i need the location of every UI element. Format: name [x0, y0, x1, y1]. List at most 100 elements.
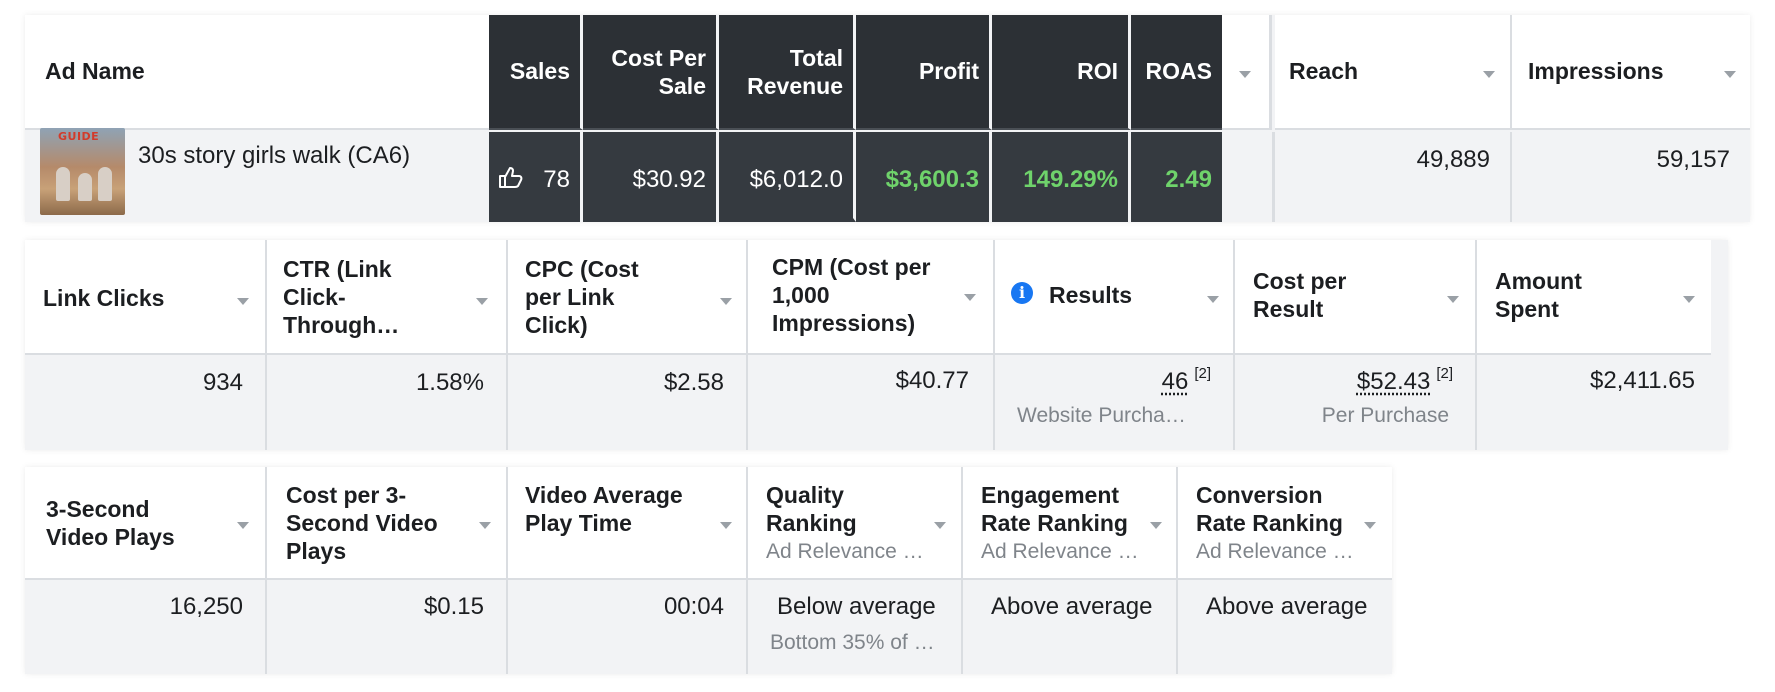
cell-quality-ranking: Below average Bottom 35% of … — [748, 580, 963, 674]
column-header-ctr[interactable]: CTR (Link Click-Through… — [267, 240, 508, 355]
column-header-cost-per-3-second-video-plays[interactable]: Cost per 3-Second Video Plays — [267, 467, 508, 580]
cell-amount-spent: $2,411.65 — [1477, 355, 1711, 450]
chevron-down-icon[interactable] — [237, 522, 249, 529]
chevron-down-icon[interactable] — [1724, 71, 1736, 78]
column-header-label: CTR (Link Click-Through… — [283, 256, 400, 338]
info-icon[interactable]: i — [1011, 282, 1033, 304]
column-header-video-average-play-time[interactable]: Video Average Play Time — [508, 467, 748, 580]
column-header-label: Quality Ranking — [766, 482, 857, 536]
chevron-down-icon[interactable] — [476, 298, 488, 305]
column-header-label: Total Revenue — [747, 45, 843, 99]
chevron-down-icon[interactable] — [1683, 296, 1695, 303]
ad-name-link[interactable]: 30s story girls walk (CA6) — [138, 142, 411, 169]
engagement-ranking-value: Above average — [991, 593, 1153, 620]
column-header-label: CPM (Cost per 1,000 Impressions) — [772, 254, 931, 336]
column-header-subtext: Ad Relevance … — [1196, 540, 1354, 563]
results-subtext: Website Purcha… — [1017, 404, 1186, 427]
column-header-label: Ad Name — [45, 58, 145, 84]
chevron-down-icon[interactable] — [1447, 296, 1459, 303]
cell-3-second-video-plays: 16,250 — [25, 580, 267, 674]
cell-sales: 78 — [489, 132, 583, 222]
cell-total-revenue: $6,012.0 — [719, 132, 856, 222]
column-header-label: Amount Spent — [1495, 268, 1582, 322]
cell-conversion-rate-ranking: Above average — [1178, 580, 1392, 674]
results-number[interactable]: 46 — [1161, 368, 1189, 395]
column-header-impressions[interactable]: Impressions — [1512, 15, 1750, 130]
column-header-label: 3-Second Video Plays — [46, 496, 175, 550]
chevron-down-icon[interactable] — [934, 522, 946, 529]
chevron-down-icon[interactable] — [1483, 71, 1495, 78]
cpm-value: $40.77 — [895, 367, 969, 394]
column-header-roas-menu[interactable] — [1222, 15, 1272, 130]
column-header-ad-name[interactable]: Ad Name — [25, 15, 489, 130]
three-sec-plays-value: 16,250 — [169, 593, 243, 620]
column-header-amount-spent[interactable]: Amount Spent — [1477, 240, 1711, 355]
column-header-label: Results — [1049, 282, 1133, 308]
thumbnail-figure — [78, 173, 92, 201]
column-header-label: Impressions — [1528, 58, 1664, 84]
column-header-label: Reach — [1289, 58, 1359, 84]
column-header-label: CPC (Cost per Link Click) — [525, 256, 639, 338]
results-value[interactable]: 46 [2] — [1161, 365, 1211, 396]
column-header-total-revenue[interactable]: Total Revenue — [719, 15, 856, 130]
cost-per-result-subtext: Per Purchase — [1321, 404, 1449, 427]
thumbnail-figure — [98, 167, 112, 201]
cost-per-result-footnote: [2] — [1436, 365, 1453, 382]
column-header-sales[interactable]: Sales — [489, 15, 583, 130]
column-header-cpc[interactable]: CPC (Cost per Link Click) — [508, 240, 748, 355]
chevron-down-icon[interactable] — [720, 522, 732, 529]
column-header-label: Cost per Result — [1253, 268, 1347, 322]
column-header-3-second-video-plays[interactable]: 3-Second Video Plays — [25, 467, 267, 580]
column-header-link-clicks[interactable]: Link Clicks — [25, 240, 267, 355]
reach-value: 49,889 — [1416, 146, 1490, 173]
cell-cost-per-sale: $30.92 — [583, 132, 719, 222]
chevron-down-icon[interactable] — [1150, 522, 1162, 529]
column-header-subtext: Ad Relevance … — [766, 540, 924, 563]
column-header-cost-per-result[interactable]: Cost per Result — [1235, 240, 1477, 355]
column-header-quality-ranking[interactable]: Quality Ranking Ad Relevance … — [748, 467, 963, 580]
cpc-value: $2.58 — [663, 369, 724, 396]
column-header-profit[interactable]: Profit — [856, 15, 992, 130]
column-header-cpm[interactable]: CPM (Cost per 1,000 Impressions) — [748, 240, 995, 355]
cost-per-result-number[interactable]: $52.43 — [1356, 368, 1431, 395]
cell-profit: $3,600.3 — [856, 132, 992, 222]
column-header-label: Engagement Rate Ranking — [981, 482, 1128, 536]
column-header-reach[interactable]: Reach — [1275, 15, 1512, 130]
column-header-results[interactable]: i Results — [995, 240, 1235, 355]
cost-per-3sec-value: $0.15 — [423, 593, 484, 620]
sales-value: 78 — [543, 166, 570, 193]
chevron-down-icon[interactable] — [479, 522, 491, 529]
chevron-down-icon[interactable] — [1207, 296, 1219, 303]
thumbnail-text: GUIDE — [58, 130, 100, 143]
thumbnail-figure — [56, 167, 70, 201]
column-header-label: Link Clicks — [43, 285, 165, 311]
amount-spent-value: $2,411.65 — [1590, 367, 1695, 394]
cell-link-clicks: 934 — [25, 355, 267, 450]
cell-cpc: $2.58 — [508, 355, 748, 450]
ad-thumbnail[interactable]: GUIDE — [40, 128, 125, 215]
chevron-down-icon[interactable] — [964, 294, 976, 301]
column-header-subtext: Ad Relevance … — [981, 540, 1139, 563]
column-header-label: Video Average Play Time — [525, 482, 683, 536]
column-header-engagement-rate-ranking[interactable]: Engagement Rate Ranking Ad Relevance … — [963, 467, 1178, 580]
avg-play-time-value: 00:04 — [663, 593, 724, 620]
cell-cpm: $40.77 — [748, 355, 995, 450]
chevron-down-icon[interactable] — [720, 298, 732, 305]
column-header-roi[interactable]: ROI — [992, 15, 1131, 130]
chevron-down-icon[interactable] — [1364, 522, 1376, 529]
chevron-down-icon[interactable] — [1239, 71, 1251, 78]
cell-ctr: 1.58% — [267, 355, 508, 450]
impressions-value: 59,157 — [1656, 146, 1730, 173]
column-header-conversion-rate-ranking[interactable]: Conversion Rate Ranking Ad Relevance … — [1178, 467, 1392, 580]
quality-ranking-subtext: Bottom 35% of … — [770, 631, 935, 654]
column-header-cost-per-sale[interactable]: Cost Per Sale — [583, 15, 719, 130]
chevron-down-icon[interactable] — [237, 298, 249, 305]
column-header-label: ROAS — [1145, 58, 1212, 84]
cell-reach: 49,889 — [1275, 132, 1512, 222]
results-footnote: [2] — [1194, 365, 1211, 382]
conversion-ranking-value: Above average — [1206, 593, 1368, 620]
cost-per-result-value[interactable]: $52.43 [2] — [1356, 365, 1453, 396]
thumbs-up-icon — [499, 167, 523, 188]
column-header-roas[interactable]: ROAS — [1131, 15, 1222, 130]
column-header-label: ROI — [1077, 58, 1118, 84]
